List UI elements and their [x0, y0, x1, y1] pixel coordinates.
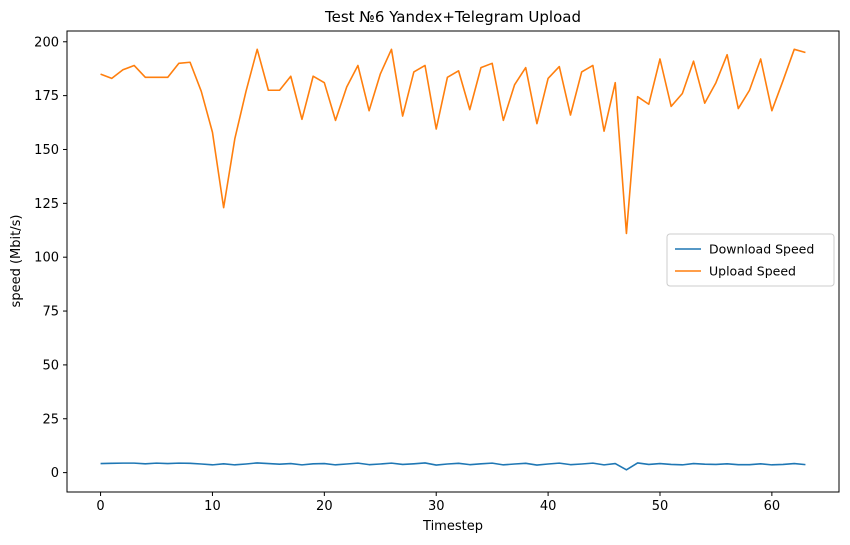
x-axis-label: Timestep — [422, 519, 483, 534]
x-tick-label: 20 — [316, 499, 333, 514]
series-line-1 — [100, 48, 806, 235]
plot-lines — [100, 48, 806, 471]
x-tick-label: 60 — [764, 499, 781, 514]
y-tick-label: 0 — [51, 466, 59, 481]
y-tick-label: 175 — [34, 89, 59, 104]
y-tick-label: 25 — [42, 412, 59, 427]
x-tick-label: 30 — [428, 499, 445, 514]
y-tick-label: 100 — [34, 251, 59, 266]
y-axis-label: speed (Mbit/s) — [9, 215, 24, 308]
plot-frame — [66, 30, 840, 493]
chart-title: Test №6 Yandex+Telegram Upload — [324, 8, 581, 26]
series-line-0 — [100, 462, 806, 471]
y-tick-label: 50 — [42, 358, 59, 373]
y-tick-label: 75 — [42, 305, 59, 320]
y-axis: 0 25 50 75 100 125 150 175 200 — [34, 35, 67, 481]
legend-entry-1: Upload Speed — [709, 264, 796, 279]
x-tick-label: 40 — [540, 499, 557, 514]
x-tick-label: 10 — [204, 499, 221, 514]
x-tick-label: 50 — [652, 499, 669, 514]
x-axis: 0 10 20 30 40 50 60 — [96, 492, 780, 514]
legend: Download Speed Upload Speed — [666, 233, 835, 287]
y-tick-label: 125 — [34, 197, 59, 212]
legend-box — [666, 233, 835, 287]
y-tick-label: 200 — [34, 35, 59, 50]
legend-entry-0: Download Speed — [709, 242, 814, 257]
y-tick-label: 150 — [34, 143, 59, 158]
x-tick-label: 0 — [96, 499, 104, 514]
